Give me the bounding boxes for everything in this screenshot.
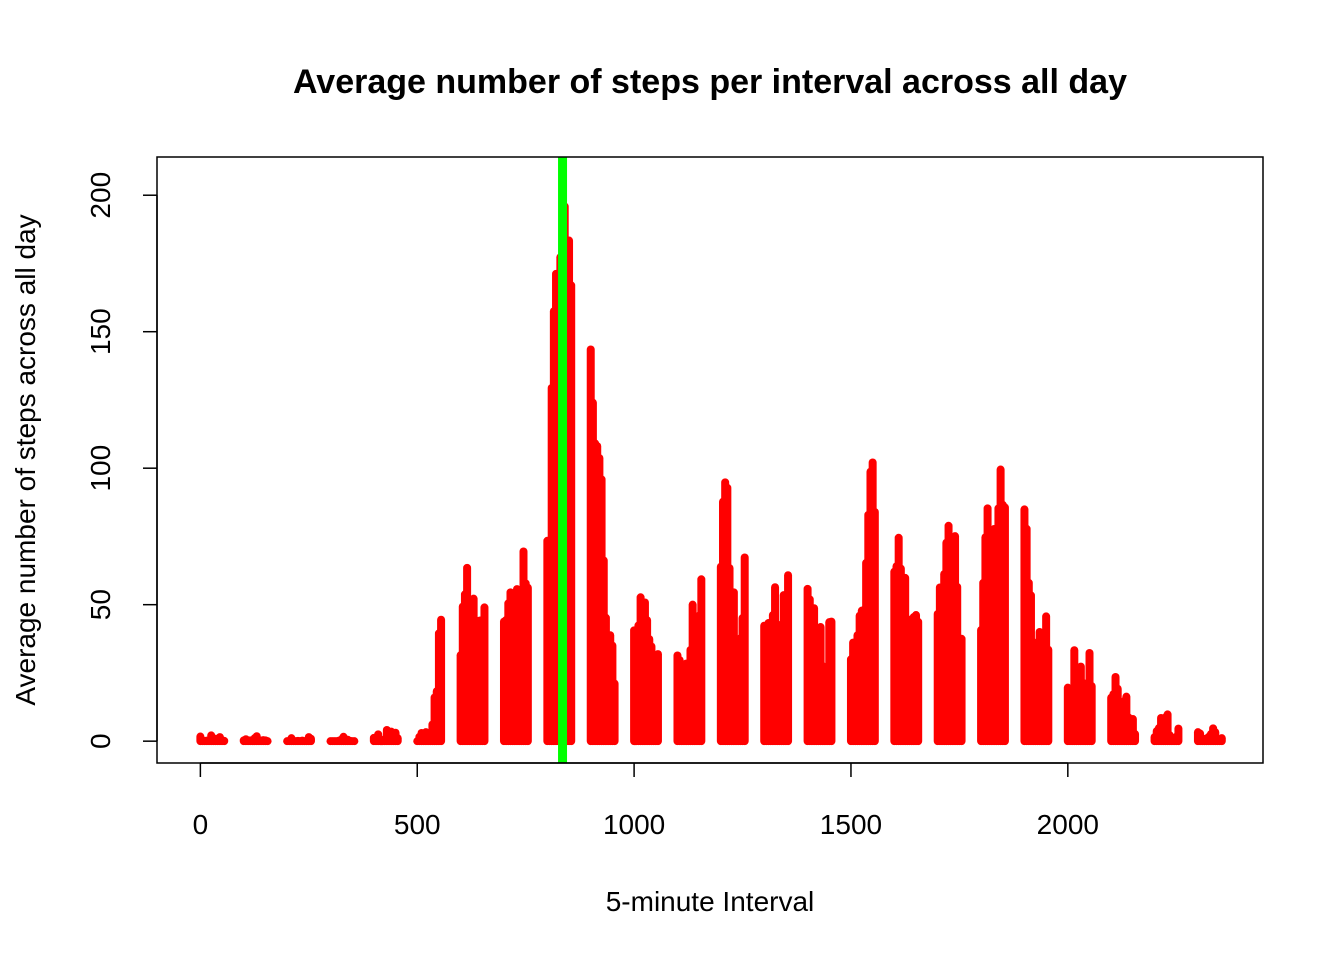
y-tick-label-50: 50	[85, 589, 116, 620]
y-axis-label: Average number of steps across all day	[10, 214, 41, 705]
plot-frame	[156, 156, 1264, 764]
x-tick-label-1500: 1500	[820, 809, 882, 840]
chart-title: Average number of steps per interval acr…	[293, 63, 1127, 101]
y-tick-label-200: 200	[85, 172, 116, 219]
x-tick-label-500: 500	[394, 809, 441, 840]
x-axis: 0 500 1000 1500 2000	[193, 762, 1099, 840]
y-tick-label-100: 100	[85, 445, 116, 492]
y-axis: 0 50 100 150 200	[85, 172, 158, 749]
x-tick-label-0: 0	[193, 809, 209, 840]
x-tick-label-1000: 1000	[603, 809, 665, 840]
x-axis-label: 5-minute Interval	[606, 886, 815, 917]
bars-layer	[196, 174, 1226, 746]
y-tick-label-150: 150	[85, 308, 116, 355]
y-tick-label-0: 0	[85, 733, 116, 749]
x-tick-label-2000: 2000	[1037, 809, 1099, 840]
